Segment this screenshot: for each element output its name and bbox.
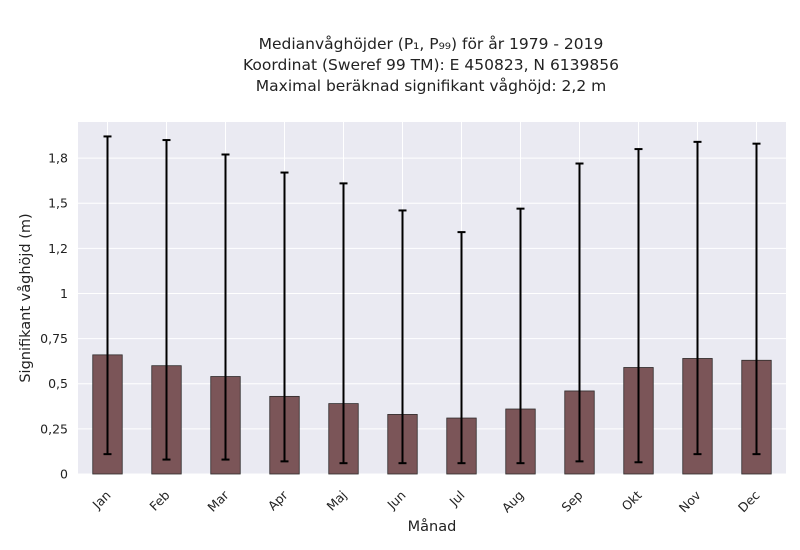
plot-area <box>78 122 786 474</box>
x-tick-label: Maj <box>324 488 350 514</box>
x-tick-label: Mar <box>204 487 232 515</box>
x-tick-label: Jul <box>446 488 468 510</box>
x-axis-ticks: Jan Feb Mar Apr Maj Jun Jul Aug Sep Okt Nov Dec <box>89 487 763 515</box>
y-tick-label: 0,75 <box>40 331 68 346</box>
x-tick-label: Sep <box>558 487 585 514</box>
y-tick-label: 0,5 <box>48 376 68 391</box>
chart-title-line-1: Medianvåghöjder (P₁, P₉₉) för år 1979 - … <box>258 35 604 53</box>
y-tick-label: 0,25 <box>40 421 68 436</box>
y-axis-ticks: 0 0,25 0,5 0,75 1 1,2 1,5 1,8 <box>40 151 68 482</box>
chart-title-line-3: Maximal beräknad signifikant våghöjd: 2,… <box>255 77 607 95</box>
y-axis-label: Signifikant våghöjd (m) <box>17 213 34 382</box>
x-tick-label: Nov <box>676 487 704 515</box>
x-axis-label: Månad <box>408 518 457 535</box>
x-tick-label: Feb <box>146 487 172 513</box>
y-tick-label: 0 <box>60 467 68 482</box>
x-tick-label: Jun <box>383 488 408 513</box>
chart-title: Medianvåghöjder (P₁, P₉₉) för år 1979 - … <box>0 34 800 97</box>
x-tick-label: Jan <box>89 488 114 513</box>
error-bars <box>103 135 761 465</box>
x-tick-label: Aug <box>499 488 527 516</box>
chart-title-line-2: Koordinat (Sweref 99 TM): E 450823, N 61… <box>243 56 619 74</box>
x-tick-label: Okt <box>618 487 644 513</box>
x-tick-label: Apr <box>265 487 292 514</box>
y-tick-label: 1,2 <box>48 241 68 256</box>
y-tick-label: 1,8 <box>48 151 68 166</box>
y-tick-label: 1,5 <box>48 196 68 211</box>
y-tick-label: 1 <box>60 286 68 301</box>
x-tick-label: Dec <box>735 487 763 515</box>
